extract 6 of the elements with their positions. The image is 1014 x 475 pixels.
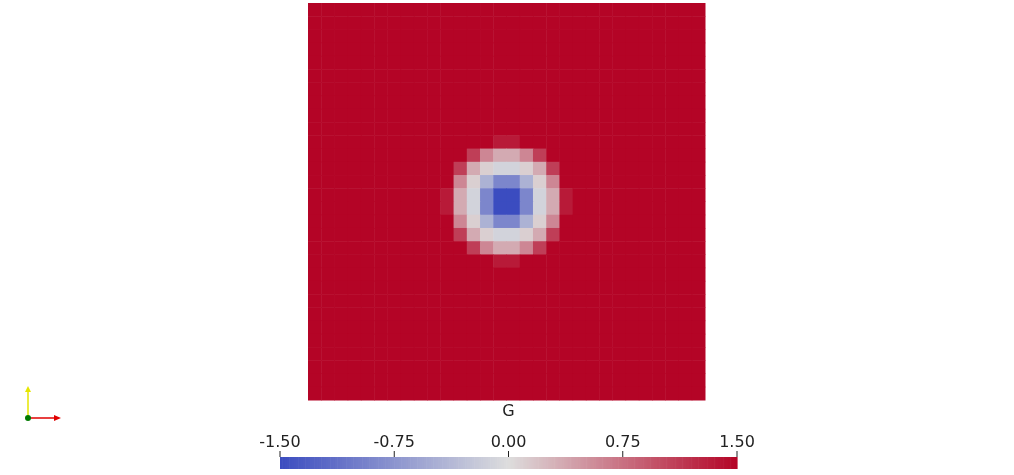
color-bar-label: 1.50	[719, 432, 755, 451]
color-bar-label: -1.50	[259, 432, 301, 451]
color-bar-label: 0.00	[490, 432, 527, 451]
color-bar-label: -0.75	[373, 432, 415, 451]
color-bar-title: G	[502, 401, 515, 420]
color-bar-label: 0.75	[604, 432, 641, 451]
